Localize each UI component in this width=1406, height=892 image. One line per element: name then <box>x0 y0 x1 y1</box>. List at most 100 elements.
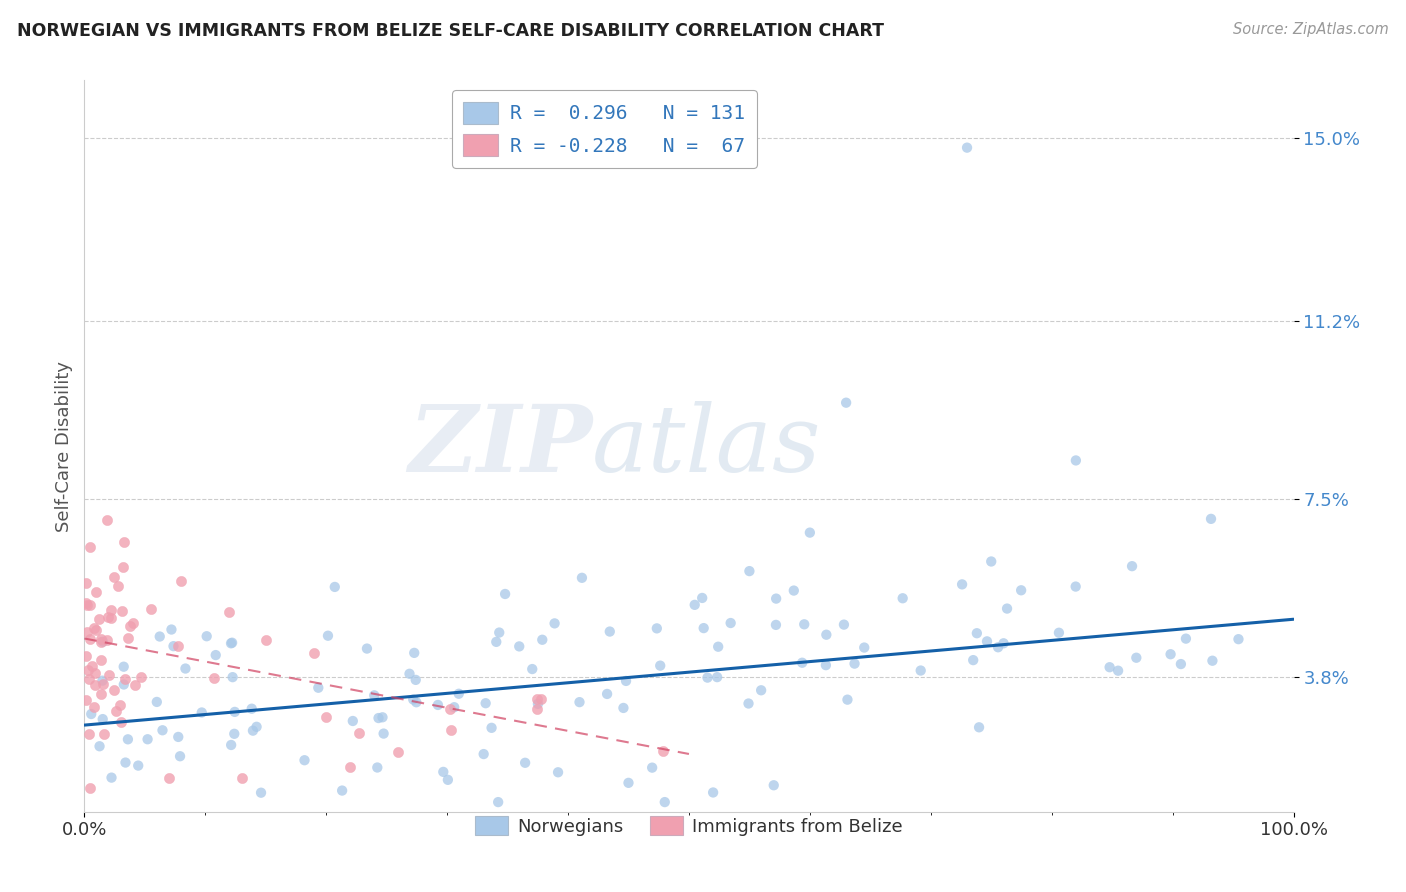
Point <box>231 771 253 785</box>
Point <box>91 673 114 688</box>
Point <box>962 653 984 667</box>
Point <box>650 658 672 673</box>
Point <box>87 612 110 626</box>
Point <box>696 671 718 685</box>
Point <box>363 689 385 703</box>
Point <box>169 574 191 588</box>
Point <box>568 695 591 709</box>
Point <box>1098 660 1121 674</box>
Point <box>474 696 496 710</box>
Point <box>783 583 806 598</box>
Point <box>219 738 242 752</box>
Point <box>330 783 353 797</box>
Point <box>398 666 420 681</box>
Point <box>596 687 619 701</box>
Point <box>91 712 114 726</box>
Point <box>76 625 98 640</box>
Point <box>111 604 134 618</box>
Point <box>112 677 135 691</box>
Point <box>1174 632 1197 646</box>
Point <box>316 629 339 643</box>
Point <box>950 577 973 591</box>
Point <box>652 744 675 758</box>
Point <box>79 599 101 613</box>
Point <box>84 623 107 637</box>
Point <box>1199 512 1222 526</box>
Text: Source: ZipAtlas.com: Source: ZipAtlas.com <box>1233 22 1389 37</box>
Text: NORWEGIAN VS IMMIGRANTS FROM BELIZE SELF-CARE DISABILITY CORRELATION CHART: NORWEGIAN VS IMMIGRANTS FROM BELIZE SELF… <box>17 22 884 40</box>
Point <box>221 670 243 684</box>
Point <box>250 786 273 800</box>
Point <box>91 677 114 691</box>
Point <box>814 658 837 673</box>
Point <box>218 605 240 619</box>
Point <box>832 617 855 632</box>
Point <box>242 723 264 738</box>
Point <box>405 673 427 687</box>
Point <box>90 635 112 649</box>
Point <box>174 661 197 675</box>
Point <box>835 395 858 409</box>
Point <box>683 598 706 612</box>
Point <box>1170 657 1192 671</box>
Point <box>815 628 838 642</box>
Point <box>79 540 101 554</box>
Point <box>720 615 742 630</box>
Point <box>641 761 664 775</box>
Point <box>127 758 149 772</box>
Point <box>91 634 114 648</box>
Point <box>294 753 316 767</box>
Point <box>526 692 548 706</box>
Point <box>447 687 470 701</box>
Point <box>1064 580 1087 594</box>
Point <box>204 648 226 662</box>
Point <box>323 580 346 594</box>
Point <box>307 681 329 695</box>
Point <box>571 571 593 585</box>
Point <box>315 710 337 724</box>
Point <box>167 639 190 653</box>
Point <box>543 616 565 631</box>
Point <box>599 624 621 639</box>
Point <box>508 640 530 654</box>
Point <box>79 727 101 741</box>
Point <box>1121 559 1143 574</box>
Point <box>1107 664 1129 678</box>
Point <box>146 695 169 709</box>
Point <box>707 640 730 654</box>
Point <box>118 618 141 632</box>
Point <box>530 691 553 706</box>
Point <box>162 639 184 653</box>
Point <box>967 720 990 734</box>
Point <box>79 780 101 795</box>
Legend: Norwegians, Immigrants from Belize: Norwegians, Immigrants from Belize <box>468 809 910 843</box>
Point <box>966 626 988 640</box>
Point <box>980 554 1002 568</box>
Point <box>76 598 98 612</box>
Point <box>1010 583 1032 598</box>
Text: ZIP: ZIP <box>408 401 592 491</box>
Point <box>96 513 118 527</box>
Point <box>97 609 120 624</box>
Point <box>84 584 107 599</box>
Point <box>614 673 637 688</box>
Point <box>617 776 640 790</box>
Point <box>245 720 267 734</box>
Point <box>356 641 378 656</box>
Point <box>219 636 242 650</box>
Point <box>80 706 103 721</box>
Point <box>371 710 394 724</box>
Point <box>1064 453 1087 467</box>
Point <box>149 630 172 644</box>
Point <box>112 659 135 673</box>
Point <box>692 621 714 635</box>
Point <box>837 692 859 706</box>
Point <box>139 602 162 616</box>
Point <box>107 579 129 593</box>
Point <box>844 657 866 671</box>
Point <box>792 656 814 670</box>
Point <box>547 765 569 780</box>
Point <box>240 702 263 716</box>
Point <box>404 646 426 660</box>
Point <box>347 726 370 740</box>
